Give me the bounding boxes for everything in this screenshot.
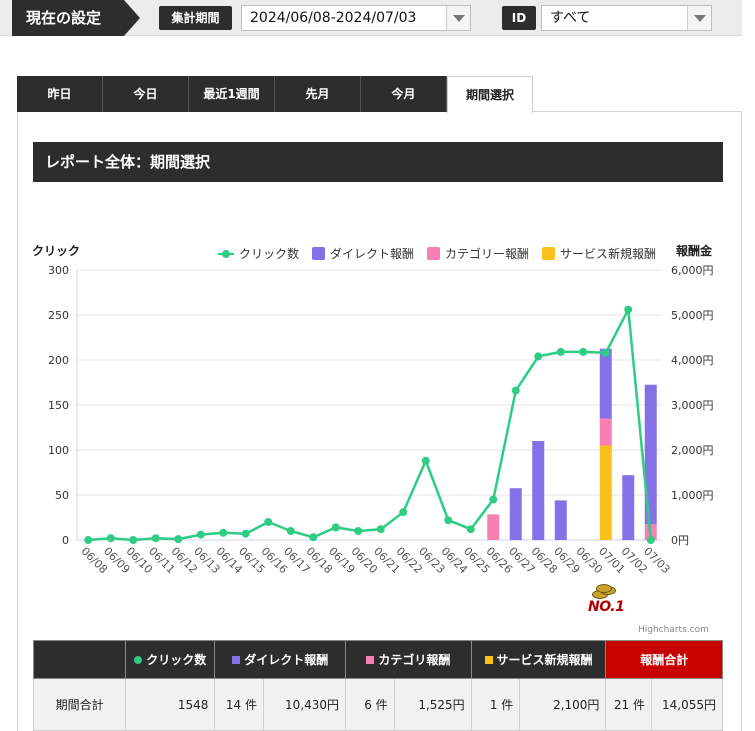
summary-row-label: 期間合計 xyxy=(32,678,127,731)
summary-header-direct: ダイレクト報酬 xyxy=(214,640,347,679)
legend-label-clicks: クリック数 xyxy=(239,247,300,261)
summary-clicks-value: 1548 xyxy=(125,678,216,731)
summary-header-direct-label: ダイレクト報酬 xyxy=(244,653,329,667)
summary-total-count: 21 件 xyxy=(605,678,653,731)
report-title: レポート全体：期間選択 xyxy=(33,142,723,182)
summary-service-amount: 2,100円 xyxy=(519,678,607,731)
summary-total-row: 期間合計 1548 14 件 10,430円 6 件 1,525円 1 件 2,… xyxy=(32,678,723,731)
highcharts-credits-link[interactable]: Highcharts.com xyxy=(638,625,709,635)
no1-badge-icon: NO.1 xyxy=(578,582,638,622)
no1-badge-text: NO.1 xyxy=(588,599,625,615)
id-select-value: すべて xyxy=(550,10,591,26)
summary-table: クリック数 ダイレクト報酬 カテゴリ報酬 サービス新規報酬 報酬合計 期間合計 … xyxy=(32,640,723,731)
clicks-dot-icon xyxy=(134,655,143,664)
summary-total-amount: 14,055円 xyxy=(651,678,723,731)
legend-swatch-icon xyxy=(427,247,441,260)
summary-category-amount: 1,525円 xyxy=(393,678,472,731)
tab-this-month[interactable]: 今月 xyxy=(361,76,447,112)
legend-swatch-icon xyxy=(312,247,326,260)
period-select-value: 2024/06/08-2024/07/03 xyxy=(250,10,417,26)
legend-item-clicks[interactable]: クリック数 xyxy=(218,245,299,262)
legend-item-direct[interactable]: ダイレクト報酬 xyxy=(312,245,414,262)
legend-swatch-icon xyxy=(542,247,556,260)
summary-header-clicks: クリック数 xyxy=(125,640,216,679)
legend-label-category: カテゴリー報酬 xyxy=(445,247,530,261)
period-label: 集計期間 xyxy=(159,6,232,30)
legend-label-direct: ダイレクト報酬 xyxy=(330,247,415,261)
direct-square-icon xyxy=(232,655,241,664)
summary-header-category-label: カテゴリ報酬 xyxy=(378,653,451,667)
report-panel xyxy=(17,111,742,731)
summary-category-count: 6 件 xyxy=(345,678,395,731)
summary-header-blank xyxy=(32,640,127,679)
chevron-down-icon[interactable] xyxy=(446,6,470,30)
tab-period-select[interactable]: 期間選択 xyxy=(447,76,533,113)
summary-header-category: カテゴリ報酬 xyxy=(345,640,472,679)
summary-header-total: 報酬合計 xyxy=(605,640,723,679)
tab-yesterday[interactable]: 昨日 xyxy=(17,76,103,112)
service-square-icon xyxy=(484,655,493,664)
coins-icon xyxy=(592,584,620,600)
tab-last-week[interactable]: 最近1週間 xyxy=(189,76,275,112)
id-select[interactable]: すべて xyxy=(541,5,712,31)
category-square-icon xyxy=(366,655,375,664)
period-select[interactable]: 2024/06/08-2024/07/03 xyxy=(241,5,471,31)
summary-service-count: 1 件 xyxy=(470,678,521,731)
legend-item-category[interactable]: カテゴリー報酬 xyxy=(427,245,529,262)
chevron-down-icon[interactable] xyxy=(687,6,711,30)
summary-header-clicks-label: クリック数 xyxy=(146,653,207,667)
id-label: ID xyxy=(502,6,536,30)
summary-header-service-label: サービス新規報酬 xyxy=(496,653,593,667)
summary-direct-count: 14 件 xyxy=(214,678,264,731)
legend-item-service[interactable]: サービス新規報酬 xyxy=(542,245,656,262)
summary-header-row: クリック数 ダイレクト報酬 カテゴリ報酬 サービス新規報酬 報酬合計 xyxy=(32,640,723,679)
legend-line-icon xyxy=(218,249,234,258)
summary-header-service: サービス新規報酬 xyxy=(470,640,607,679)
current-settings-title: 現在の設定 xyxy=(12,0,140,36)
period-tabs: 昨日 今日 最近1週間 先月 今月 期間選択 xyxy=(17,76,533,113)
tab-last-month[interactable]: 先月 xyxy=(275,76,361,112)
settings-bar: 現在の設定 集計期間 2024/06/08-2024/07/03 ID すべて xyxy=(0,0,755,36)
tab-today[interactable]: 今日 xyxy=(103,76,189,112)
chart-legend: クリック数 ダイレクト報酬 カテゴリー報酬 サービス新規報酬 xyxy=(218,245,665,262)
legend-label-service: サービス新規報酬 xyxy=(560,247,657,261)
summary-direct-amount: 10,430円 xyxy=(262,678,347,731)
